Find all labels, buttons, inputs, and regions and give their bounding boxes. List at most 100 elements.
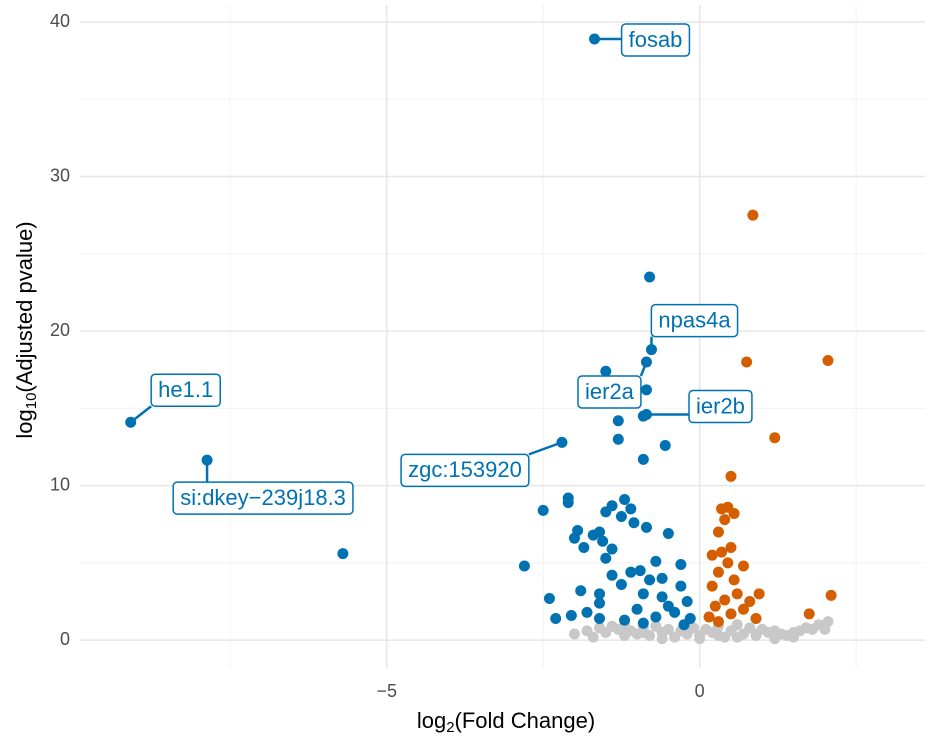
annotation-box (577, 375, 642, 409)
point (750, 613, 762, 625)
point (640, 521, 652, 533)
point (725, 470, 737, 482)
point (578, 541, 590, 553)
x-axis-title: log2(Fold Change) (417, 708, 595, 736)
annotations: fosab npas4a ier2a ier2b he1.1 zgc:153920 si:d… (129, 23, 753, 515)
point (719, 514, 731, 526)
point (543, 592, 555, 604)
point (615, 579, 627, 591)
point (619, 630, 631, 642)
point (728, 507, 740, 519)
annotation-box (150, 373, 221, 408)
point (716, 546, 728, 558)
annotation-label: si:dkey−239j18.3 (180, 485, 346, 510)
point (594, 597, 606, 609)
y-title-base: log (12, 409, 37, 438)
y-tick-label: 10 (50, 474, 70, 494)
point (741, 356, 753, 368)
point (788, 631, 800, 643)
point (662, 623, 674, 635)
annotation-label: zgc:153920 (408, 457, 522, 482)
point (615, 511, 627, 523)
point (709, 600, 721, 612)
point (694, 633, 706, 645)
point (562, 497, 574, 509)
point (662, 600, 674, 612)
point (822, 354, 834, 366)
point (628, 517, 640, 529)
x-tick-label: 0 (695, 681, 705, 701)
point (594, 613, 606, 625)
point (675, 558, 687, 570)
annotation-connector (528, 441, 563, 456)
point (650, 555, 662, 567)
point (637, 453, 649, 465)
point (687, 622, 699, 634)
point (712, 526, 724, 538)
point (631, 603, 643, 615)
point (644, 271, 656, 283)
point (637, 588, 649, 600)
y-title-sub: 10 (23, 393, 40, 410)
x-title-base: log (417, 708, 446, 733)
y-tick-label: 40 (50, 11, 70, 31)
point (675, 580, 687, 592)
point (550, 613, 562, 625)
x-tick-label: −5 (376, 681, 397, 701)
point (600, 552, 612, 564)
point (619, 614, 631, 626)
point (594, 526, 606, 538)
point (731, 619, 743, 631)
point (725, 608, 737, 620)
points (125, 33, 837, 645)
annotation-box (688, 389, 753, 424)
annotation-box (650, 303, 739, 338)
point (650, 611, 662, 623)
point (518, 560, 530, 572)
annotation-label: npas4a (658, 307, 731, 332)
point (606, 569, 618, 581)
point (769, 633, 781, 645)
point (825, 589, 837, 601)
point (565, 609, 577, 621)
point (637, 617, 649, 629)
point (337, 548, 349, 560)
point (640, 384, 652, 396)
point (612, 415, 624, 427)
y-tick-label: 20 (50, 320, 70, 340)
x-title-rest: (Fold Change) (455, 708, 596, 733)
point (706, 580, 718, 592)
point (637, 626, 649, 638)
point (606, 500, 618, 512)
annotation-label: fosab (629, 27, 683, 52)
point (706, 549, 718, 561)
point (581, 606, 593, 618)
point (722, 557, 734, 569)
point (587, 631, 599, 643)
point (681, 596, 693, 608)
annotation-label: ier2a (585, 379, 635, 404)
y-tick-label: 30 (50, 165, 70, 185)
point (606, 543, 618, 555)
point (612, 433, 624, 445)
annotation-connector (639, 361, 648, 377)
point (656, 572, 668, 584)
grid (80, 5, 925, 668)
y-axis-title: log10(Adjusted pvalue) (12, 221, 40, 438)
point (750, 628, 762, 640)
point (822, 616, 834, 628)
point (737, 603, 749, 615)
point (753, 588, 765, 600)
point (737, 560, 749, 572)
point (728, 574, 740, 586)
point (662, 528, 674, 540)
point (712, 630, 724, 642)
point (769, 432, 781, 444)
annotation-label: ier2b (696, 393, 745, 418)
point (712, 616, 724, 628)
annotation-box (620, 23, 691, 57)
annotation-connector (129, 405, 152, 424)
annotation-box (172, 481, 354, 515)
point (634, 565, 646, 577)
